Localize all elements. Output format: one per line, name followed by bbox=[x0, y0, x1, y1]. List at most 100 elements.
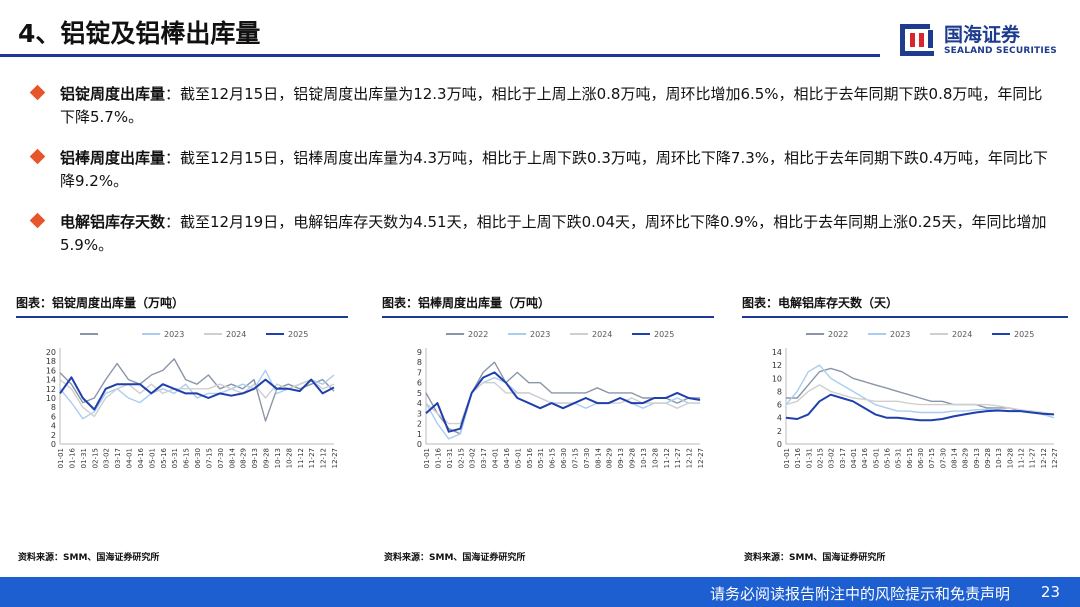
y-tick-label: 14 bbox=[46, 376, 56, 385]
chart-legend: 2023 2024 2025 bbox=[80, 330, 308, 339]
y-tick-label: 8 bbox=[777, 387, 782, 396]
x-tick-label: 03-17 bbox=[839, 448, 847, 468]
footer-bar: 请务必阅读报告附注中的风险提示和免责声明 23 bbox=[0, 577, 1080, 607]
x-tick-label: 10-28 bbox=[285, 448, 293, 468]
x-tick-label: 04-16 bbox=[137, 447, 145, 468]
x-tick-label: 06-15 bbox=[906, 448, 914, 468]
y-tick-label: 10 bbox=[46, 394, 56, 403]
x-tick-label: 05-31 bbox=[895, 448, 903, 468]
x-tick-label: 01-01 bbox=[423, 448, 431, 468]
x-tick-label: 12-12 bbox=[1040, 448, 1048, 468]
x-tick-label: 07-15 bbox=[571, 448, 579, 468]
bullet-text: ：截至12月15日，铝棒周度出库量为4.3万吨，相比于上周下跌0.3万吨，周环比… bbox=[60, 149, 1048, 190]
bullet-item: 电解铝库存天数：截至12月19日，电解铝库存天数为4.51天，相比于上周下跌0.… bbox=[29, 211, 1050, 257]
x-tick-label: 02-15 bbox=[817, 448, 825, 468]
x-tick-label: 10-28 bbox=[651, 448, 659, 468]
bullet-label: 铝锭周度出库量 bbox=[60, 85, 166, 103]
y-tick-label: 0 bbox=[417, 440, 422, 449]
x-tick-label: 03-02 bbox=[469, 448, 477, 468]
y-tick-label: 16 bbox=[46, 366, 56, 375]
x-tick-label: 08-29 bbox=[962, 448, 970, 468]
legend-label: 2025 bbox=[654, 330, 674, 339]
diamond-icon bbox=[29, 212, 46, 229]
x-tick-label: 05-16 bbox=[884, 447, 892, 468]
x-tick-label: 07-30 bbox=[217, 448, 225, 468]
series-line-unnamed bbox=[59, 358, 335, 422]
x-tick-label: 11-12 bbox=[663, 448, 671, 468]
y-tick-label: 4 bbox=[51, 422, 56, 431]
x-tick-label: 05-01 bbox=[148, 448, 156, 468]
bullet-label: 电解铝库存天数 bbox=[60, 213, 166, 231]
bullet-text: ：截至12月15日，铝锭周度出库量为12.3万吨，相比于上周上涨0.8万吨，周环… bbox=[60, 85, 1043, 126]
x-tick-label: 11-12 bbox=[297, 448, 305, 468]
x-tick-label: 09-13 bbox=[617, 448, 625, 468]
x-tick-label: 01-31 bbox=[80, 448, 88, 468]
chart-source: 资料来源：SMM、国海证券研究所 bbox=[384, 553, 526, 563]
series-line-2024 bbox=[425, 382, 700, 425]
y-tick-label: 2 bbox=[777, 427, 782, 436]
bullet-text: ：截至12月19日，电解铝库存天数为4.51天，相比于上周下跌0.04天，周环比… bbox=[60, 213, 1047, 254]
diamond-icon bbox=[29, 84, 46, 101]
y-tick-label: 12 bbox=[772, 361, 782, 370]
chart-title: 图表：铝棒周度出库量（万吨） bbox=[382, 296, 551, 310]
x-tick-label: 07-30 bbox=[583, 448, 591, 468]
logo-name-cn: 国海证券 bbox=[944, 24, 1021, 46]
footer-disclaimer: 请务必阅读报告附注中的风险提示和免责声明 bbox=[709, 585, 1010, 603]
series-line-2022 bbox=[786, 367, 1054, 416]
chart-title: 图表：铝锭周度出库量（万吨） bbox=[16, 296, 185, 310]
x-tick-label: 04-01 bbox=[850, 448, 858, 468]
x-tick-label: 01-31 bbox=[446, 448, 454, 468]
logo-name-en: SEALAND SECURITIES bbox=[944, 46, 1057, 56]
chart-inventory-days: 2022 2023 2024 2025 0 2 4 6 8 10 12 14 01-01 01-16 01-… bbox=[772, 330, 1059, 468]
x-tick-label: 09-13 bbox=[973, 448, 981, 468]
x-tick-label: 03-17 bbox=[114, 448, 122, 468]
page-title: 4、铝锭及铝棒出库量 bbox=[18, 19, 261, 48]
x-tick-label: 06-15 bbox=[183, 448, 191, 468]
x-tick-label: 10-13 bbox=[274, 448, 282, 468]
legend-label: 2024 bbox=[226, 330, 246, 339]
x-tick-label: 11-27 bbox=[674, 448, 682, 468]
diamond-icon bbox=[29, 148, 46, 165]
x-tick-label: 03-17 bbox=[480, 448, 488, 468]
y-tick-label: 0 bbox=[777, 440, 782, 449]
legend-label: 2022 bbox=[828, 330, 848, 339]
x-tick-label: 09-13 bbox=[251, 448, 259, 468]
series-line-2025 bbox=[785, 393, 1055, 422]
x-tick-label: 08-29 bbox=[240, 448, 248, 468]
x-tick-label: 07-15 bbox=[928, 448, 936, 468]
series-line-2023 bbox=[59, 369, 335, 420]
legend-label: 2024 bbox=[592, 330, 612, 339]
legend-label: 2023 bbox=[530, 330, 550, 339]
x-tick-label: 05-01 bbox=[514, 448, 522, 468]
x-tick-label: 02-15 bbox=[457, 448, 465, 468]
x-tick-label: 05-31 bbox=[537, 448, 545, 468]
legend-label: 2023 bbox=[890, 330, 910, 339]
x-tick-label: 08-29 bbox=[606, 448, 614, 468]
x-tick-label: 07-15 bbox=[205, 448, 213, 468]
x-tick-label: 01-01 bbox=[57, 448, 65, 468]
header-divider bbox=[0, 54, 880, 57]
chart-title: 图表：电解铝库存天数（天） bbox=[742, 296, 899, 310]
x-tick-label: 03-02 bbox=[103, 448, 111, 468]
legend-label: 2025 bbox=[288, 330, 308, 339]
x-tick-label: 12-12 bbox=[686, 448, 694, 468]
y-tick-label: 7 bbox=[417, 368, 422, 377]
x-tick-label: 11-27 bbox=[1029, 448, 1037, 468]
legend-label: 2023 bbox=[164, 330, 184, 339]
x-tick-label: 04-16 bbox=[861, 447, 869, 468]
x-tick-label: 10-28 bbox=[1006, 448, 1014, 468]
y-tick-label: 3 bbox=[417, 409, 422, 418]
y-tick-label: 6 bbox=[51, 412, 56, 421]
x-tick-label: 05-01 bbox=[872, 448, 880, 468]
x-tick-label: 06-30 bbox=[194, 448, 202, 468]
bullet-label: 铝棒周度出库量 bbox=[60, 149, 166, 167]
x-tick-label: 01-16 bbox=[794, 447, 802, 468]
x-tick-label: 10-13 bbox=[995, 448, 1003, 468]
series-line-2025 bbox=[425, 371, 701, 433]
x-tick-label: 02-15 bbox=[91, 448, 99, 468]
x-tick-label: 04-16 bbox=[503, 447, 511, 468]
y-tick-label: 12 bbox=[46, 385, 56, 394]
y-tick-label: 1 bbox=[417, 430, 422, 439]
x-tick-label: 12-27 bbox=[331, 448, 339, 468]
